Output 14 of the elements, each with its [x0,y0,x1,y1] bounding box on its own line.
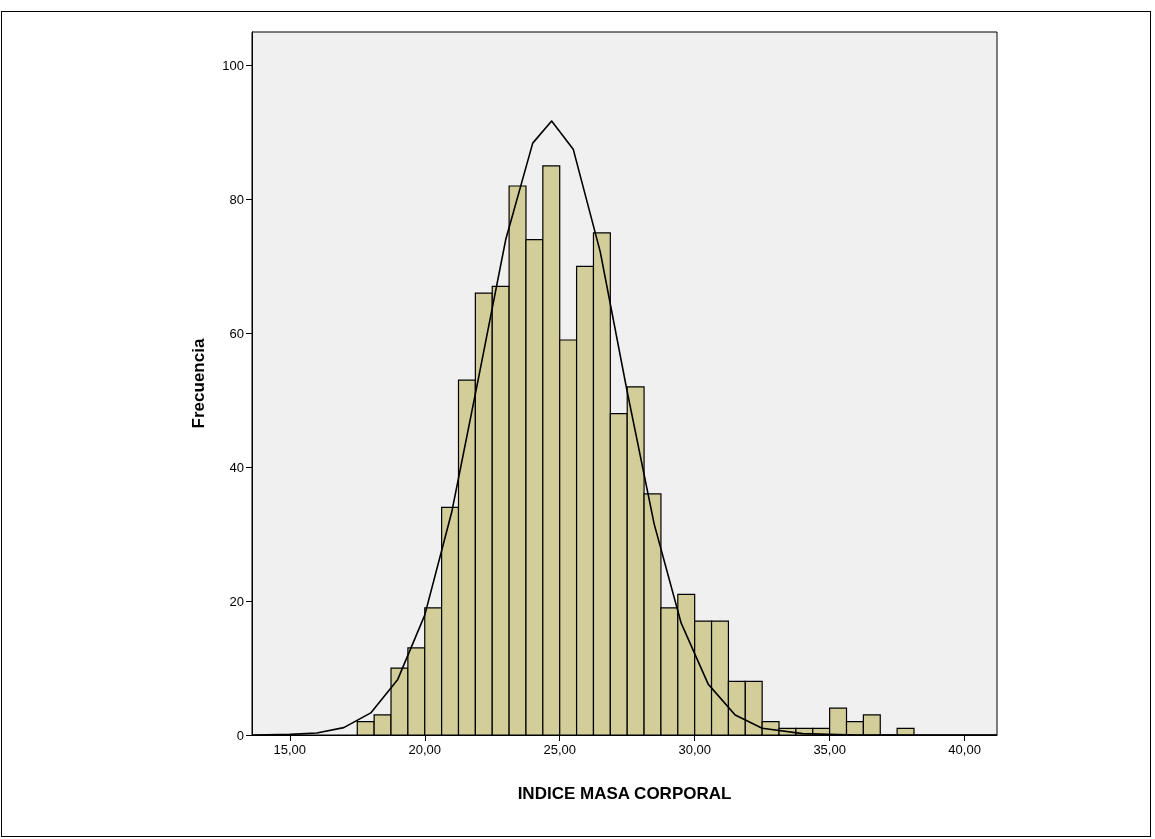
x-tick-label: 35,00 [813,742,846,757]
x-tick-label: 30,00 [678,742,711,757]
x-axis-title: INDICE MASA CORPORAL [517,784,732,803]
x-tick-label: 25,00 [543,742,576,757]
y-tick-label: 100 [222,57,244,73]
y-tick-label: 60 [229,325,244,341]
x-tick-label: 40,00 [948,742,981,757]
y-tick-label: 0 [236,727,244,743]
x-tick-label: 15,00 [273,742,307,757]
y-axis-title: Frecuencia [189,338,208,429]
y-tick-label: 20 [229,593,244,609]
y-tick-label: 80 [229,191,244,207]
y-tick-label: 40 [229,459,244,475]
x-tick-label: 20,00 [408,742,442,757]
